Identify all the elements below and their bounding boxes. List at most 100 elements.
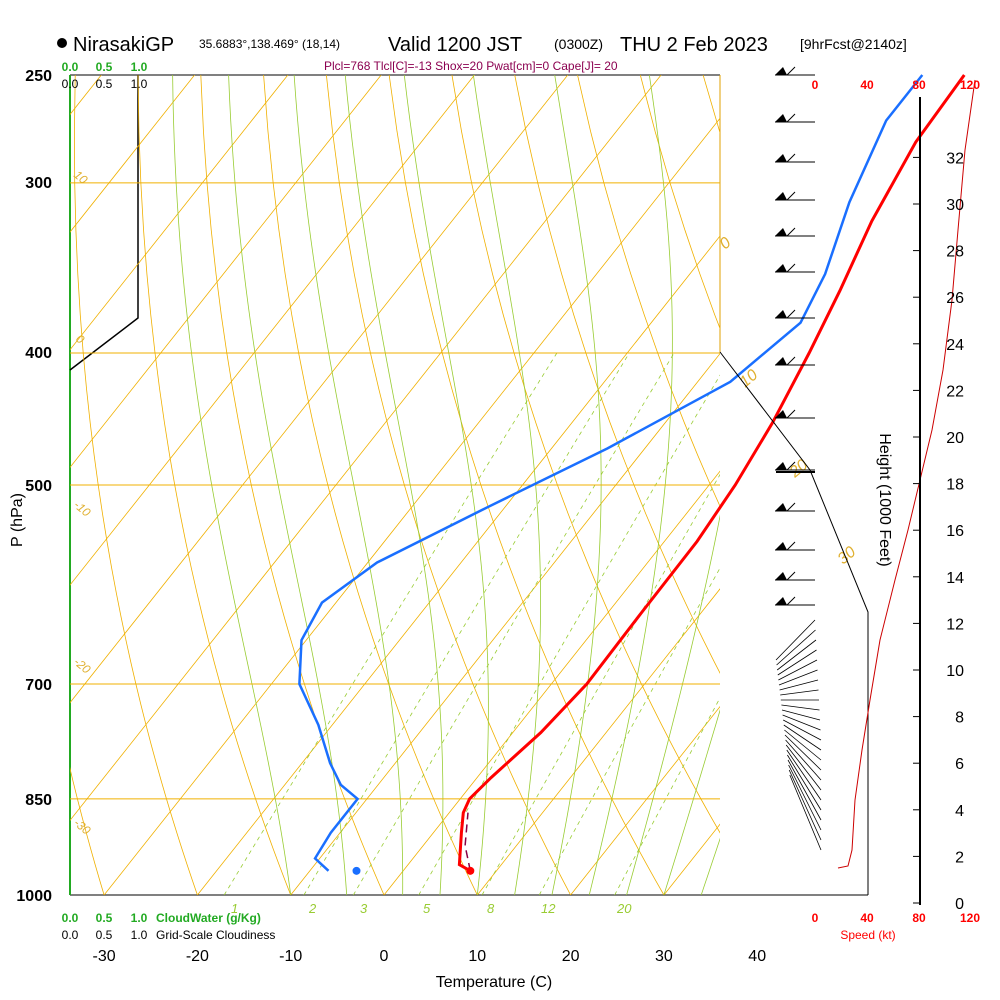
speed-tick-top: 120 — [960, 78, 980, 92]
cloudwater-tick-top: 1.0 — [131, 60, 148, 74]
mixing-ratio-label: 2 — [308, 901, 317, 916]
cloudwater-label: CloudWater (g/Kg) — [156, 911, 261, 925]
stability-indices: Plcl=768 Tlcl[C]=-13 Shox=20 Pwat[cm]=0 … — [324, 59, 618, 73]
pressure-tick: 1000 — [16, 888, 52, 905]
cloudwater-tick-bottom: 0.0 — [62, 911, 79, 925]
isotherm-line — [851, 75, 1000, 895]
moist-adiabat-line — [403, 75, 489, 895]
temperature-tick: 0 — [380, 948, 389, 965]
wind-barb-shaft — [789, 774, 822, 851]
height-tick: 22 — [946, 383, 964, 400]
wind-barb-feather — [786, 461, 796, 471]
height-tick: 0 — [955, 896, 964, 913]
mixing-ratio-line — [614, 697, 720, 895]
wind-barb-shaft — [787, 754, 822, 811]
isotherm-label: 0 — [717, 234, 735, 253]
isotherm-line — [0, 75, 8, 895]
wind-barb-shaft — [788, 769, 822, 841]
wind-barb-shaft — [788, 764, 822, 831]
wind-barb-shaft — [783, 719, 822, 741]
wind-barb-shaft — [787, 759, 822, 821]
speed-tick-bottom: 0 — [812, 911, 819, 925]
speed-label: Speed (kt) — [840, 928, 895, 942]
wind-speed-profile — [837, 79, 976, 869]
wind-barb-shaft — [784, 734, 822, 771]
site-coords: 35.6883°,138.469° (18,14) — [199, 37, 340, 51]
moist-adiabat-line — [626, 514, 720, 895]
moist-adiabat-line — [172, 75, 292, 895]
cloudwater-tick-bottom: 0.5 — [96, 911, 113, 925]
cloudiness-tick-top: 0.5 — [96, 77, 113, 91]
cloudiness-tick-top: 0.0 — [62, 77, 79, 91]
dry-adiabat-line — [137, 75, 292, 895]
surface-temperature-marker — [466, 866, 475, 875]
height-tick: 26 — [946, 290, 964, 307]
wind-barb-shaft — [778, 659, 818, 681]
wind-barb-shaft — [781, 709, 821, 721]
cloudiness-tick-bottom: 0.5 — [96, 928, 113, 942]
dewpoint-trace — [298, 74, 924, 872]
cloudiness-tick-bottom: 1.0 — [131, 928, 148, 942]
wind-barb-shaft — [780, 689, 819, 696]
pressure-tick: 250 — [25, 68, 52, 85]
cloudwater-tick-top: 0.0 — [62, 60, 79, 74]
speed-tick-top: 0 — [812, 78, 819, 92]
cloudwater-tick-bottom: 1.0 — [131, 911, 148, 925]
dry-adiabat-line — [325, 75, 571, 895]
wind-barb-shaft — [776, 629, 816, 666]
wind-barb-feather — [786, 356, 796, 366]
pressure-tick: 500 — [25, 478, 52, 495]
wind-barb-feather — [786, 309, 796, 319]
mixing-ratio-label: 5 — [423, 901, 431, 916]
valid-utc: (0300Z) — [554, 36, 603, 52]
wind-barb-feather — [786, 263, 796, 273]
mixing-ratio-line — [481, 473, 720, 895]
wind-barb-pennant — [775, 228, 787, 236]
speed-tick-bottom: 120 — [960, 911, 980, 925]
wind-barb-feather — [786, 541, 796, 551]
pressure-tick: 400 — [25, 345, 52, 362]
height-tick: 28 — [946, 244, 964, 261]
temperature-tick: 30 — [655, 948, 673, 965]
speed-tick-top: 40 — [860, 78, 874, 92]
isotherm-label: 10 — [71, 168, 90, 188]
dry-adiabat-line — [74, 75, 198, 895]
forecast-info: [9hrFcst@2140z] — [800, 36, 907, 52]
temperature-tick: 20 — [562, 948, 580, 965]
moist-adiabat-line — [700, 837, 720, 895]
height-tick: 6 — [955, 756, 964, 773]
wind-barb-feather — [786, 191, 796, 201]
cloudiness-tick-bottom: 0.0 — [62, 928, 79, 942]
height-tick: 8 — [955, 710, 964, 727]
cloudwater-tick-top: 0.5 — [96, 60, 113, 74]
cloudiness-label: Grid-Scale Cloudiness — [156, 928, 275, 942]
parcel-trace — [464, 812, 472, 872]
height-tick: 32 — [946, 150, 964, 167]
temperature-tick: -10 — [279, 948, 302, 965]
wind-barb-feather — [786, 502, 796, 512]
wind-barb-pennant — [775, 357, 787, 365]
mixing-ratio-label: 1 — [231, 901, 238, 916]
temperature-tick: 10 — [468, 948, 486, 965]
moist-adiabat-line — [344, 75, 444, 895]
wind-barb-shaft — [786, 749, 822, 801]
height-tick: 30 — [946, 197, 964, 214]
wind-panel-envelope — [719, 351, 869, 895]
moist-adiabat-line — [551, 75, 602, 895]
wind-barb-pennant — [775, 192, 787, 200]
moist-adiabat-line — [293, 75, 404, 895]
wind-barb-pennant — [775, 154, 787, 162]
dry-adiabat-line — [70, 766, 105, 895]
isotherm-label: -30 — [71, 816, 94, 838]
wind-barb-shaft — [781, 704, 820, 711]
y-axis-label: P (hPa) — [9, 493, 26, 547]
height-tick: 24 — [946, 337, 964, 354]
valid-date: THU 2 Feb 2023 — [620, 34, 768, 56]
wind-barb-feather — [786, 227, 796, 237]
pressure-tick: 700 — [25, 677, 52, 694]
wind-barb-feather — [786, 153, 796, 163]
dry-adiabat-line — [829, 75, 1000, 895]
pressure-tick: 300 — [25, 175, 52, 192]
wind-barb-pennant — [775, 462, 787, 470]
height-tick: 18 — [946, 477, 964, 494]
